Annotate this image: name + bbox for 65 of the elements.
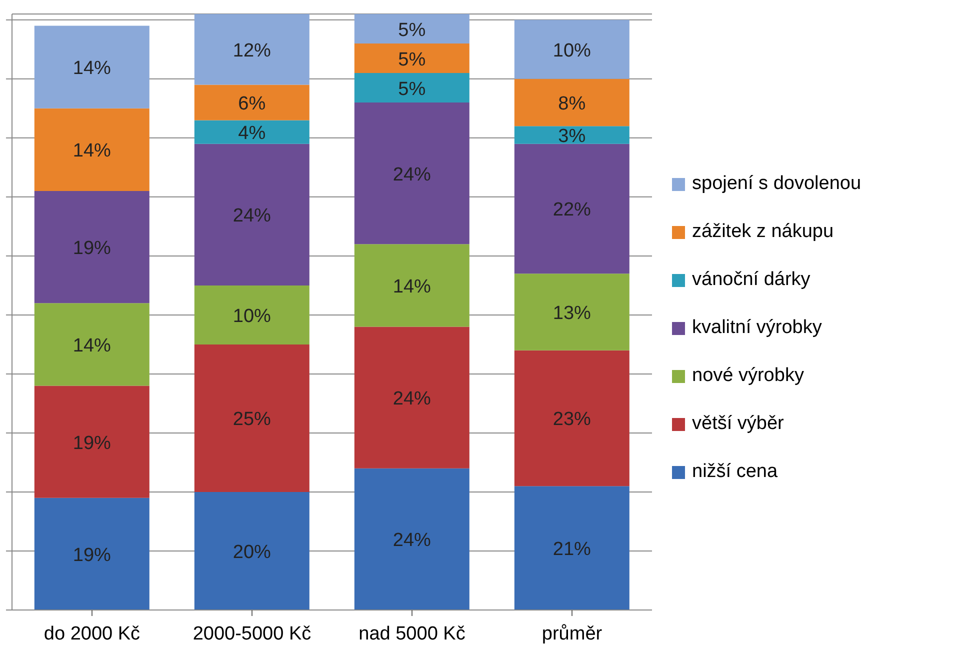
bar <box>34 108 150 192</box>
bar <box>514 486 630 610</box>
legend-label: nižší cena <box>692 461 778 483</box>
data-label: 13% <box>552 303 592 324</box>
data-label: 24% <box>392 388 432 410</box>
data-label: 19% <box>72 238 112 260</box>
data-label: 24% <box>392 164 432 186</box>
data-label: 19% <box>72 544 112 566</box>
bar <box>514 126 630 144</box>
bar <box>34 303 150 386</box>
bar <box>194 344 310 492</box>
bar <box>34 191 150 304</box>
data-label: 6% <box>238 94 266 115</box>
bar <box>194 492 310 610</box>
bar <box>354 326 470 468</box>
bar <box>34 498 150 610</box>
data-label: 5% <box>398 78 426 100</box>
bar <box>354 44 470 74</box>
legend-label: spojení s dovolenou <box>692 173 862 195</box>
legend-label: nové výrobky <box>692 365 804 387</box>
bar <box>34 386 150 498</box>
data-label: 14% <box>72 58 112 80</box>
legend-label: kvalitní výrobky <box>692 317 822 339</box>
data-label: 10% <box>232 306 272 327</box>
bar <box>354 244 470 327</box>
data-label: 23% <box>552 409 592 430</box>
bar <box>514 350 630 486</box>
bar <box>354 468 470 610</box>
data-label: 14% <box>72 140 112 162</box>
data-label: 5% <box>398 49 426 70</box>
data-label: 24% <box>232 206 272 227</box>
x-tick-label: průměr <box>542 623 603 644</box>
x-tick-label: nad 5000 Kč <box>358 623 466 644</box>
bar <box>194 120 310 144</box>
bar <box>354 73 470 103</box>
bar <box>514 274 630 350</box>
legend-label: větší výběr <box>692 413 784 435</box>
bar <box>514 20 630 79</box>
bar <box>34 26 150 108</box>
data-label: 10% <box>552 40 592 62</box>
data-label: 21% <box>552 539 592 560</box>
data-label: 3% <box>558 126 586 147</box>
bar <box>194 144 310 286</box>
legend-label: zážitek z nákupu <box>692 221 834 243</box>
data-label: 20% <box>232 542 272 563</box>
bar <box>514 78 630 126</box>
data-label: 12% <box>232 40 272 62</box>
x-tick-label: do 2000 Kč <box>44 623 140 644</box>
data-label: 4% <box>238 123 266 144</box>
data-label: 14% <box>392 276 432 298</box>
data-label: 25% <box>232 409 272 430</box>
data-label: 22% <box>552 200 592 221</box>
bar <box>194 285 310 344</box>
data-label: 8% <box>558 94 586 115</box>
bar <box>194 14 310 85</box>
data-label: 14% <box>72 335 112 356</box>
data-label: 19% <box>72 432 112 454</box>
x-tick-label: 2000-5000 Kč <box>192 623 312 644</box>
data-label: 5% <box>398 20 426 41</box>
bar <box>354 14 470 44</box>
legend-label: vánoční dárky <box>692 269 810 291</box>
bar <box>194 84 310 120</box>
bar <box>354 102 470 244</box>
bar <box>514 144 630 274</box>
data-label: 24% <box>392 530 432 552</box>
